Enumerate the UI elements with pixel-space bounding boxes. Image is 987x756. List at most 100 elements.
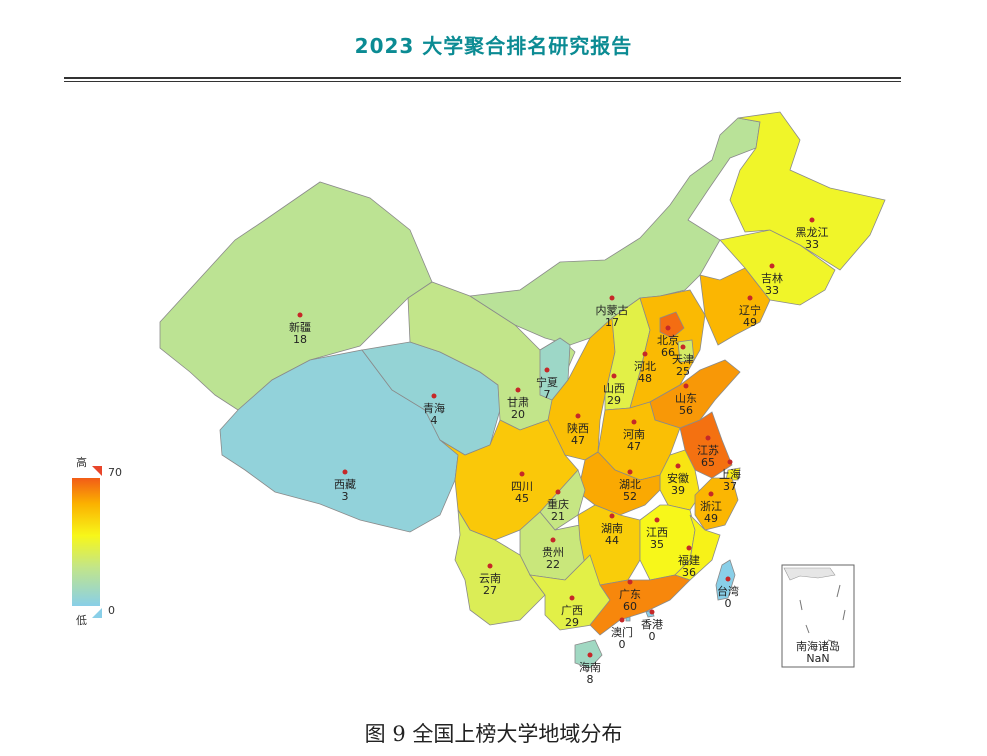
legend-low-label: 低: [76, 614, 87, 627]
marker-jiangsu: [705, 435, 711, 441]
label-hebei-name: 河北: [634, 360, 656, 373]
province-taiwan[interactable]: [715, 559, 736, 601]
marker-anhui: [675, 463, 681, 469]
marker-hainan: [587, 652, 593, 658]
label-tianjin-value: 25: [676, 365, 690, 378]
label-liaoning-value: 49: [743, 316, 757, 329]
label-shanxi-name: 山西: [603, 382, 625, 395]
legend-high-label: 高: [76, 455, 87, 469]
label-gansu-value: 20: [511, 408, 525, 421]
label-hunan-name: 湖南: [601, 522, 623, 535]
label-heilongjiang-name: 黑龙江: [796, 226, 829, 239]
label-anhui-name: 安徽: [667, 471, 689, 485]
label-guangxi-name: 广西: [561, 604, 583, 617]
marker-hunan: [609, 513, 615, 519]
legend-min-handle[interactable]: [92, 608, 102, 618]
label-aomen-value: 0: [619, 638, 626, 651]
marker-jilin: [769, 263, 775, 269]
marker-shandong: [683, 383, 689, 389]
marker-jiangxi: [654, 517, 660, 523]
label-shanghai-name: 上海: [719, 467, 741, 481]
label-xinjiang-value: 18: [293, 333, 307, 346]
report-title: 2023 大学聚合排名研究报告: [354, 34, 633, 58]
province-xinjiang[interactable]: [159, 181, 433, 411]
label-jiangxi-name: 江西: [646, 526, 668, 539]
label-shandong-value: 56: [679, 404, 693, 417]
inset-boundary-dashes: [799, 584, 846, 643]
province-liaoning[interactable]: [699, 267, 771, 346]
label-yunnan-name: 云南: [479, 572, 501, 585]
province-heilongjiang[interactable]: [729, 111, 886, 271]
label-neimenggu-value: 17: [605, 316, 619, 329]
label-gansu-name: 甘肃: [507, 396, 529, 409]
label-ningxia-value: 7: [544, 388, 551, 401]
label-hainan-name: 海南: [579, 660, 601, 674]
label-jiangsu-name: 江苏: [697, 444, 719, 457]
label-liaoning-name: 辽宁: [739, 303, 761, 317]
label-hebei-value: 48: [638, 372, 652, 385]
provinces-layer: [159, 111, 886, 669]
label-jiangsu-value: 65: [701, 456, 715, 469]
label-zhejiang-value: 49: [704, 512, 718, 525]
marker-qinghai: [431, 393, 437, 399]
marker-hubei: [627, 469, 633, 475]
legend-gradient-bar: [72, 478, 100, 606]
label-heilongjiang-value: 33: [805, 238, 819, 251]
marker-guangdong: [627, 579, 633, 585]
label-guangxi-value: 29: [565, 616, 579, 629]
label-qinghai-name: 青海: [423, 401, 445, 415]
label-zhejiang-name: 浙江: [700, 500, 722, 513]
label-chongqing-name: 重庆: [547, 497, 569, 511]
label-xianggang-value: 0: [649, 630, 656, 643]
label-shanxi-value: 29: [607, 394, 621, 407]
legend-max-handle[interactable]: [92, 466, 102, 476]
inset-name: 南海诸岛: [796, 639, 840, 653]
marker-chongqing: [555, 489, 561, 495]
province-yunnan[interactable]: [454, 509, 546, 626]
south-china-sea-inset: 南海诸岛 NaN: [781, 564, 855, 668]
marker-guangxi: [569, 595, 575, 601]
province-hubei[interactable]: [577, 451, 661, 516]
province-shanghai[interactable]: [725, 467, 741, 481]
label-hubei-name: 湖北: [619, 478, 641, 491]
marker-shanxi: [611, 373, 617, 379]
label-henan-value: 47: [627, 440, 641, 453]
marker-beijing: [665, 325, 671, 331]
label-sichuan-name: 四川: [511, 480, 533, 493]
label-aomen-name: 澳门: [611, 625, 633, 639]
label-yunnan-value: 27: [483, 584, 497, 597]
province-guangdong[interactable]: [589, 574, 691, 636]
label-hubei-value: 52: [623, 490, 637, 503]
label-hainan-value: 8: [587, 673, 594, 686]
province-beijing[interactable]: [659, 311, 685, 339]
marker-xizang: [342, 469, 348, 475]
marker-shaanxi: [575, 413, 581, 419]
marker-gansu: [515, 387, 521, 393]
header-divider-thin: [64, 81, 901, 82]
marker-hebei: [642, 351, 648, 357]
label-ningxia-name: 宁夏: [536, 375, 558, 389]
marker-shanghai: [727, 459, 733, 465]
label-jilin-name: 吉林: [761, 271, 783, 285]
legend-max-value: 70: [108, 466, 122, 479]
legend-min-value: 0: [108, 604, 115, 617]
province-aomen[interactable]: [625, 616, 631, 622]
label-fujian-name: 福建: [678, 553, 700, 567]
label-chongqing-value: 21: [551, 510, 565, 523]
marker-yunnan: [487, 563, 493, 569]
marker-guizhou: [550, 537, 556, 543]
color-legend: 高 70 0 低: [72, 455, 122, 627]
marker-liaoning: [747, 295, 753, 301]
marker-zhejiang: [708, 491, 714, 497]
label-beijing-name: 北京: [657, 333, 679, 347]
label-guangdong-name: 广东: [619, 588, 641, 601]
marker-taiwan: [725, 576, 731, 582]
label-hunan-value: 44: [605, 534, 619, 547]
label-henan-name: 河南: [623, 428, 645, 441]
label-xizang-name: 西藏: [334, 478, 356, 491]
province-zhejiang[interactable]: [694, 477, 739, 531]
label-neimenggu-name: 内蒙古: [596, 303, 629, 317]
marker-ningxia: [544, 367, 550, 373]
label-shaanxi-value: 47: [571, 434, 585, 447]
